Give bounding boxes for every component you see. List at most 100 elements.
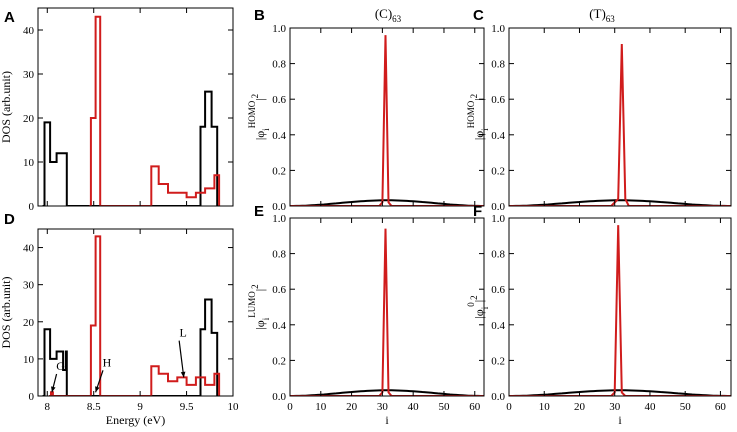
panel-letter: C xyxy=(473,7,484,24)
ylabel-sub: i xyxy=(480,128,490,131)
series-black-line xyxy=(509,389,731,396)
x-axis-label: i xyxy=(385,413,389,427)
series-red-line xyxy=(290,228,484,396)
y-tick-label: 0.6 xyxy=(272,284,286,296)
series-black-line xyxy=(42,90,219,206)
series-black-line xyxy=(509,199,731,206)
ylabel-sub: i xyxy=(261,128,271,131)
y-tick-label: 0.2 xyxy=(272,355,286,367)
x-tick-label: 9 xyxy=(137,401,143,413)
x-tick-label: 0 xyxy=(287,401,293,413)
x-tick-label: 60 xyxy=(715,401,727,413)
y-axis-label: |φi 0|2 xyxy=(466,295,490,318)
y-tick-label: 0.8 xyxy=(272,59,286,71)
column-title-c63: (C)63 xyxy=(375,6,402,24)
y-tick-label: 0.6 xyxy=(491,284,505,296)
y-tick-label: 40 xyxy=(23,25,35,37)
column-title-t63: (T)63 xyxy=(589,6,615,24)
y-tick-label: 0.0 xyxy=(491,391,505,403)
y-tick-label: 0 xyxy=(29,391,35,403)
plot-frame xyxy=(508,27,732,207)
y-tick-label: 10 xyxy=(23,157,35,169)
panel-d: 8 8.5 9 9.5 10 0 10 20 30 40 D DOS (arb.unit) Energy… xyxy=(0,211,239,427)
ylabel-sup: HOMO xyxy=(466,100,476,128)
x-tick-label: 40 xyxy=(408,401,420,413)
ylabel-phi: |φ xyxy=(253,320,267,329)
ylabel-power: 2 xyxy=(469,295,479,300)
y-tick-label: 0.0 xyxy=(272,391,286,403)
panel-letter: A xyxy=(4,9,15,26)
ylabel-sup: 0 xyxy=(466,302,476,307)
y-tick-label: 30 xyxy=(23,280,35,292)
annotation-arrow-l xyxy=(178,340,185,378)
y-tick-label: 0.4 xyxy=(272,320,286,332)
series-black-line xyxy=(42,298,219,396)
y-tick-label: 0.8 xyxy=(491,249,505,261)
x-tick-label: 20 xyxy=(574,401,586,413)
y-tick-label: 30 xyxy=(23,69,35,81)
y-tick-label: 0 xyxy=(29,201,35,213)
y-tick-label: 0.2 xyxy=(491,165,505,177)
y-tick-label: 0.0 xyxy=(491,201,505,213)
y-tick-label: 10 xyxy=(23,354,35,366)
y-axis-label: DOS (arb.unit) xyxy=(0,71,13,143)
y-tick-label: 0.8 xyxy=(272,249,286,261)
annotation-arrowhead xyxy=(51,386,56,393)
ylabel-power: 2 xyxy=(250,284,260,289)
series-black-line xyxy=(290,199,484,206)
y-tick-label: 20 xyxy=(23,317,35,329)
series-red-line xyxy=(89,15,221,206)
series-red-line xyxy=(290,35,484,206)
ylabel-bar: | xyxy=(472,98,486,100)
y-axis-label: |φi LUMO|2 xyxy=(247,284,271,329)
ylabel-power: 2 xyxy=(469,94,479,99)
ylabel-power: 2 xyxy=(250,94,260,99)
x-axis-label: Energy (eV) xyxy=(106,413,165,427)
x-tick-label: 50 xyxy=(680,401,692,413)
series-red-line xyxy=(509,43,731,206)
x-tick-label: 60 xyxy=(469,401,481,413)
ylabel-phi: |φ xyxy=(472,309,486,318)
x-tick-label: 40 xyxy=(644,401,656,413)
y-tick-label: 0.6 xyxy=(491,94,505,106)
ylabel-sub: i xyxy=(261,317,271,320)
ylabel-sub: i xyxy=(480,306,490,309)
x-tick-label: 8.5 xyxy=(87,401,101,413)
y-tick-label: 0.0 xyxy=(272,201,286,213)
x-tick-label: 0 xyxy=(506,401,512,413)
x-axis-label: i xyxy=(618,413,622,427)
panel-letter: E xyxy=(254,203,264,220)
x-tick-label: 30 xyxy=(609,401,621,413)
y-axis-label: |φi HOMO|2 xyxy=(247,94,271,140)
y-tick-label: 0.2 xyxy=(272,165,286,177)
annotation-label-h: H xyxy=(103,355,112,369)
series-red-line xyxy=(49,235,221,396)
y-tick-label: 0.2 xyxy=(491,355,505,367)
x-tick-label: 10 xyxy=(315,401,327,413)
panel-letter: F xyxy=(473,203,482,220)
panel-c: 0.0 0.2 0.4 0.6 0.8 1.0 C |φi HOMO|2 xyxy=(466,7,732,213)
panel-letter: D xyxy=(4,211,15,228)
ylabel-sup: LUMO xyxy=(247,291,257,318)
plot-frame xyxy=(508,217,732,397)
y-tick-label: 0.4 xyxy=(491,130,505,142)
y-tick-label: 40 xyxy=(23,243,35,255)
x-tick-label: 10 xyxy=(228,401,240,413)
annotation-label-l: L xyxy=(179,326,186,340)
ylabel-bar: | xyxy=(253,289,267,291)
panel-f: 0 10 20 30 40 50 600.00.20.40.60.81.0F|φi0|2i xyxy=(466,203,732,427)
panel-b: 0.00.20.40.60.81.0B|φiHOMO|2 xyxy=(247,7,485,213)
ylabel-bar: | xyxy=(253,98,267,100)
x-tick-label: 9.5 xyxy=(180,401,194,413)
plot-frame xyxy=(289,217,485,397)
x-tick-label: 20 xyxy=(346,401,358,413)
panel-a: 0 10 20 30 40 A DOS (arb.unit) xyxy=(0,7,234,213)
series-red-line xyxy=(509,225,731,396)
x-tick-label: 30 xyxy=(377,401,389,413)
plot-frame xyxy=(289,27,485,207)
annotation-arrowhead xyxy=(180,371,186,378)
annotation-arrowhead xyxy=(95,386,100,393)
annotation-label-g: G xyxy=(56,359,65,373)
ylabel-phi: |φ xyxy=(253,131,267,140)
